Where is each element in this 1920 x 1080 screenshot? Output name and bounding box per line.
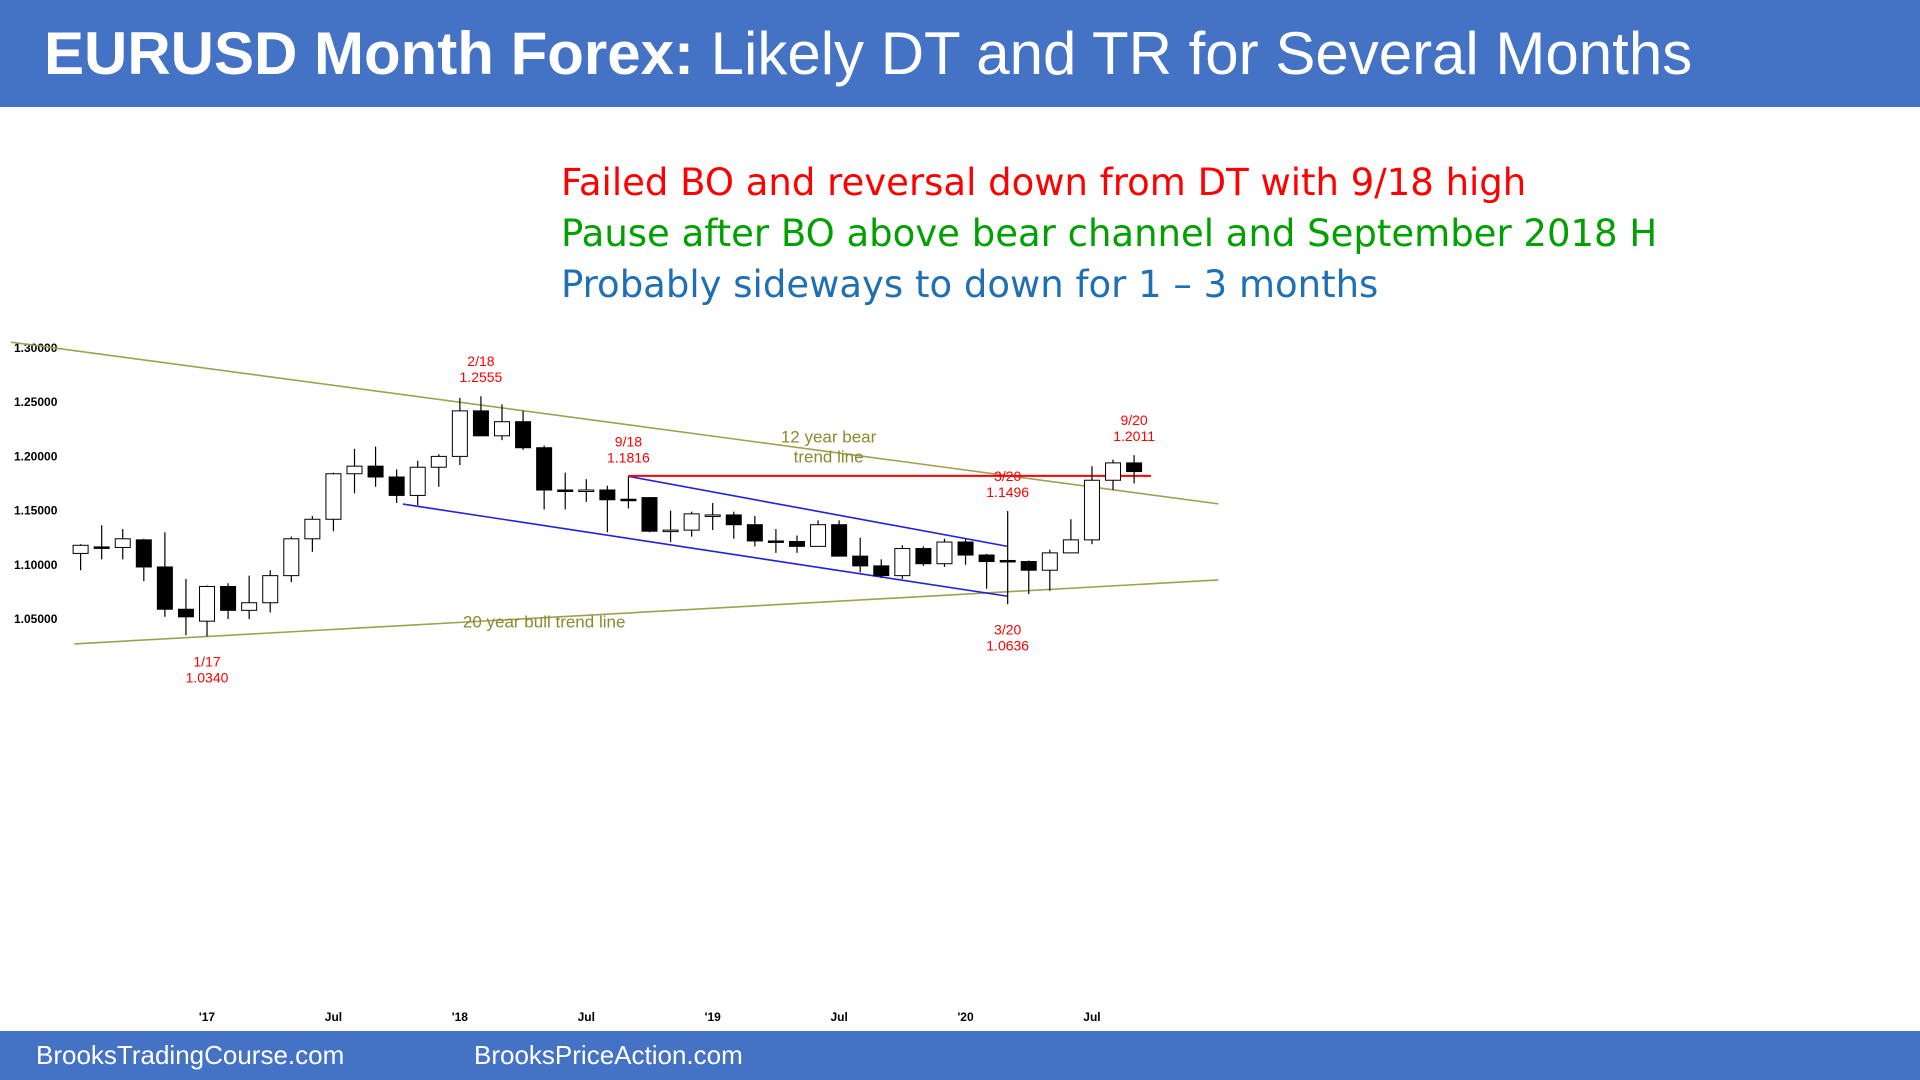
candle-body-2019-01 [704,514,721,517]
candle-body-2017-03 [241,602,258,611]
candle-body-2017-10 [388,476,405,496]
chart-label-2-line-1: 1.1496 [986,484,1029,500]
candle-body-2019-05 [788,540,805,547]
chart-label-1-line-0: 9/18 [615,433,642,449]
candle-body-2016-07 [72,544,89,554]
chart-label-5-line-0: 1/17 [193,653,220,669]
chart-label-7-line-0: 20 year bull trend line [463,612,626,631]
chart-label-2-line-0: 3/20 [994,468,1021,484]
candle-body-2018-10 [641,497,658,532]
candle-body-2018-11 [662,529,679,533]
candle-body-2017-09 [367,465,384,478]
candle-body-2017-02 [220,585,237,611]
y-tick-label-2: 1.20000 [14,449,58,463]
chart-label-6-line-0: 12 year bear [781,428,877,447]
candle-body-2020-08 [1105,462,1122,481]
y-tick-label-3: 1.15000 [14,504,58,518]
candle-body-2019-06 [810,524,827,547]
line-12-year-bear-trend-line [10,341,1219,505]
candle-body-2018-07 [578,489,595,493]
candle-body-2017-05 [283,538,300,577]
chart-label-3-line-0: 9/20 [1120,412,1147,428]
candle-body-2018-05 [536,447,553,491]
candle-body-2017-07 [325,473,342,520]
chart-label-0-line-1: 1.2555 [460,369,503,385]
candle-body-2018-02 [472,410,489,437]
candle-body-2018-06 [557,489,574,493]
candle-body-2018-12 [683,513,700,531]
candle-body-2020-05 [1041,552,1058,571]
candle-body-2017-12 [430,455,447,468]
title-subtitle: Likely DT and TR for Several Months [693,20,1693,87]
candle-body-2020-02 [978,554,995,563]
page-title: EURUSD Month Forex: Likely DT and TR for… [44,18,1692,90]
candlestick-chart: 1.300001.250001.200001.150001.100001.050… [10,341,1219,1024]
candle-body-2019-03 [746,524,763,542]
line-bear-channel-upper [628,475,1008,548]
x-tick-label-4: '19 [705,1010,722,1024]
x-tick-label-6: '20 [957,1010,974,1024]
candle-body-2016-09 [114,538,131,548]
chart-label-1-line-1: 1.1816 [607,449,650,465]
title-bar: EURUSD Month Forex: Likely DT and TR for… [0,0,1920,107]
candle-body-2020-01 [957,541,974,556]
x-tick-label-5: Jul [830,1010,847,1024]
candle-body-2018-04 [515,421,532,449]
chart-label-4-line-0: 3/20 [994,621,1021,637]
candle-body-2018-09 [620,498,637,502]
candle-body-2018-01 [451,410,468,457]
candle-body-2019-10 [894,548,911,577]
x-tick-label-7: Jul [1083,1010,1100,1024]
footer-bar: BrooksTradingCourse.com BrooksPriceActio… [0,1031,1920,1080]
candle-body-2019-11 [915,548,932,565]
candle-body-2018-03 [494,421,510,437]
chart-label-0-line-0: 2/18 [467,353,494,369]
line-bear-channel-lower [402,503,1008,598]
candle-body-2020-07 [1083,479,1100,541]
x-tick-label-2: '18 [452,1010,469,1024]
chart-label-5-line-1: 1.0340 [186,669,229,685]
candle-body-2019-08 [852,555,869,567]
candle-body-2017-11 [409,466,426,496]
y-tick-label-5: 1.05000 [14,612,58,626]
candle-body-2020-06 [1062,539,1079,554]
candle-body-2017-04 [262,575,279,604]
annotation-pause: Pause after BO above bear channel and Se… [561,212,1658,255]
y-tick-label-4: 1.10000 [14,558,58,572]
candle-body-2019-12 [936,541,953,565]
candle-body-2016-08 [93,546,110,549]
candle-body-2020-03 [999,559,1016,563]
x-tick-label-1: Jul [325,1010,342,1024]
candle-body-2019-02 [725,514,742,526]
candle-body-2019-07 [831,524,848,557]
candle-body-2020-04 [1020,561,1037,571]
x-tick-label-3: Jul [578,1010,595,1024]
footer-link-brookstradingcourse[interactable]: BrooksTradingCourse.com [36,1040,345,1070]
footer-link-brookspriceaction[interactable]: BrooksPriceAction.com [474,1040,743,1070]
line-20-year-bull-trend-line [74,579,1219,645]
candle-body-2016-12 [177,608,194,618]
x-tick-label-0: '17 [199,1010,216,1024]
candle-body-2017-01 [199,585,216,622]
candle-body-2016-10 [135,539,152,568]
annotation-probably: Probably sideways to down for 1 – 3 mont… [561,263,1379,306]
title-symbol: EURUSD Month Forex: [44,20,694,87]
annotation-failed-bo: Failed BO and reversal down from DT with… [561,161,1527,204]
candle-body-2019-09 [873,565,890,577]
candle-body-2017-06 [304,518,321,540]
candle-body-2018-08 [599,489,616,501]
annotation-block: Failed BO and reversal down from DT with… [561,157,1657,310]
candle-body-2020-09 [1126,462,1143,473]
candle-body-2016-11 [156,566,173,610]
chart-label-6-line-1: trend line [794,448,864,467]
candle-body-2019-04 [767,540,784,543]
candle-body-2017-08 [346,465,363,475]
chart-label-4-line-1: 1.0636 [986,637,1029,653]
chart-label-3-line-1: 1.2011 [1113,428,1155,444]
y-tick-label-1: 1.25000 [14,395,58,409]
